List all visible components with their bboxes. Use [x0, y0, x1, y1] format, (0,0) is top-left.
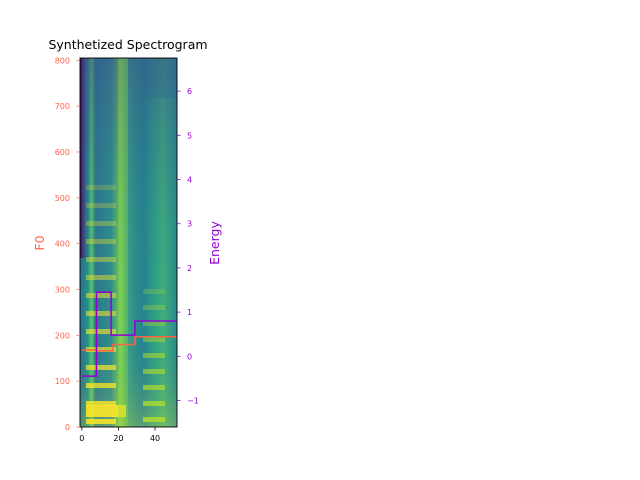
- y-left-tick-label: 200: [55, 331, 70, 340]
- heatmap-harmonic-band: [143, 369, 165, 374]
- y-right-tick-label: 6: [187, 87, 192, 96]
- heatmap-harmonic-band: [143, 305, 165, 310]
- heatmap-harmonic-band: [143, 337, 165, 342]
- y-axis-right: −1 0 1 2 3 4 5 6: [177, 87, 199, 405]
- chart-title: Synthetized Spectrogram: [48, 37, 207, 52]
- heatmap-harmonic-band: [86, 419, 116, 424]
- heatmap-harmonic-band: [86, 239, 116, 244]
- y-left-tick-label: 100: [55, 377, 70, 386]
- y-right-tick-label: 3: [187, 220, 192, 229]
- x-tick-label: 40: [150, 434, 160, 443]
- y-left-tick-label: 700: [55, 102, 70, 111]
- heatmap-harmonic-band: [86, 329, 116, 334]
- heatmap-harmonic-band: [86, 203, 116, 208]
- heatmap-harmonic-band: [143, 401, 165, 406]
- y-left-tick-label: 600: [55, 148, 70, 157]
- heatmap-harmonic-band: [143, 321, 165, 326]
- heatmap-harmonic-band: [143, 417, 165, 422]
- heatmap-dark-patch: [143, 58, 177, 98]
- heatmap-dark-edge: [80, 58, 90, 258]
- y-right-tick-label: 5: [187, 131, 192, 140]
- heatmap-harmonic-band: [143, 289, 165, 294]
- heatmap-harmonic-band: [86, 311, 116, 316]
- y-right-tick-label: 1: [187, 308, 192, 317]
- heatmap-harmonic-band: [86, 221, 116, 226]
- y-left-tick-label: 800: [55, 56, 70, 65]
- heatmap-harmonic-band: [86, 401, 116, 406]
- heatmap-harmonic-band: [143, 385, 165, 390]
- x-axis: 0 20 40: [79, 427, 160, 443]
- y-left-tick-label: 500: [55, 194, 70, 203]
- heatmap-harmonic-band: [143, 353, 165, 358]
- heatmap-harmonic-band: [86, 347, 116, 352]
- energy-step-line: [81, 291, 177, 377]
- y-right-tick-label: −1: [187, 396, 199, 405]
- y-right-tick-label: 4: [187, 176, 192, 185]
- y-axis-right-label: Energy: [207, 221, 222, 265]
- y-right-tick-label: 2: [187, 264, 192, 273]
- y-left-tick-label: 300: [55, 285, 70, 294]
- y-axis-left: 0 100 200 300 400 500 600 700 800: [55, 56, 80, 432]
- energy-series-group: [81, 291, 177, 377]
- heatmap-harmonic-band: [86, 185, 116, 190]
- heatmap-harmonic-band: [86, 275, 116, 280]
- spectrogram-heatmap: [80, 58, 177, 427]
- plot-frame: [79, 57, 178, 428]
- heatmap-low-energy-band: [86, 405, 126, 417]
- x-tick-label: 20: [113, 434, 123, 443]
- y-left-tick-label: 400: [55, 240, 70, 249]
- y-right-tick-label: 0: [187, 352, 192, 361]
- heatmap-noise-column: [118, 58, 128, 427]
- y-left-tick-label: 0: [65, 423, 70, 432]
- x-tick-label: 0: [79, 434, 84, 443]
- heatmap-harmonic-band: [86, 383, 116, 388]
- y-axis-left-label: F0: [32, 235, 47, 250]
- heatmap-harmonic-band: [86, 365, 116, 370]
- heatmap-harmonic-band: [86, 257, 116, 262]
- heatmap-harmonic-band: [86, 293, 116, 298]
